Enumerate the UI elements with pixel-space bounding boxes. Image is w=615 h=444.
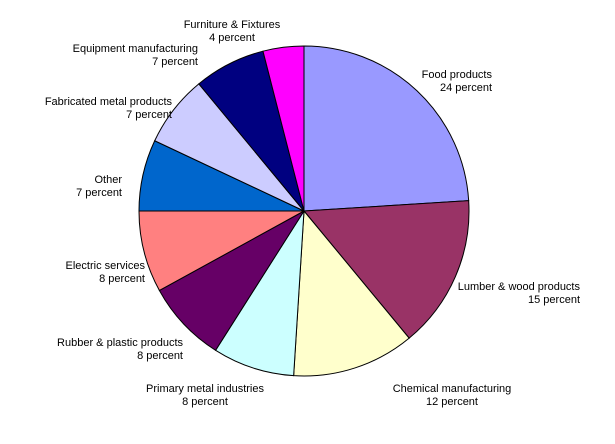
pie-slice-food-products xyxy=(303,45,470,212)
pie-slice-furniture-and-fixtures xyxy=(262,45,305,212)
slice-value-label: 8 percent xyxy=(99,273,145,285)
slice-label-electric-services: Electric services 8 percent xyxy=(66,260,146,285)
slice-value-label: 15 percent xyxy=(528,294,580,306)
pie-slice-chemical-manufacturing xyxy=(293,209,410,377)
slice-value-label: 7 percent xyxy=(152,56,198,68)
slice-category-label: Electric services xyxy=(66,260,146,272)
slice-label-primary-metal-industries: Primary metal industries 8 percent xyxy=(146,383,264,408)
slice-category-label: Chemical manufacturing xyxy=(393,383,512,395)
slice-value-label: 7 percent xyxy=(76,187,122,199)
slice-label-lumber-and-wood-products: Lumber & wood products 15 percent xyxy=(458,281,581,306)
slice-category-label: Fabricated metal products xyxy=(45,96,173,108)
slice-label-equipment-manufacturing: Equipment manufacturing 7 percent xyxy=(73,43,198,68)
slice-category-label: Food products xyxy=(422,69,493,81)
pie-slices xyxy=(138,45,470,377)
slice-category-label: Equipment manufacturing xyxy=(73,43,198,55)
slice-category-label: Furniture & Fixtures xyxy=(184,19,281,31)
slice-label-furniture-and-fixtures: Furniture & Fixtures 4 percent xyxy=(184,19,281,44)
slice-value-label: 4 percent xyxy=(209,32,255,44)
pie-slice-lumber-and-wood-products xyxy=(302,200,470,339)
pie-labels: Food products 24 percent Lumber & wood pro… xyxy=(45,19,581,408)
slice-label-other: Other 7 percent xyxy=(76,174,122,199)
slice-value-label: 7 percent xyxy=(126,109,172,121)
slice-category-label: Lumber & wood products xyxy=(458,281,581,293)
slice-value-label: 24 percent xyxy=(440,82,492,94)
slice-category-label: Rubber & plastic products xyxy=(57,337,183,349)
slice-value-label: 8 percent xyxy=(137,350,183,362)
slice-label-food-products: Food products 24 percent xyxy=(422,69,493,94)
slice-label-fabricated-metal-products: Fabricated metal products 7 percent xyxy=(45,96,173,121)
slice-label-rubber-and-plastic-products: Rubber & plastic products 8 percent xyxy=(57,337,183,362)
slice-category-label: Other xyxy=(94,174,122,186)
slice-value-label: 8 percent xyxy=(182,396,228,408)
slice-label-chemical-manufacturing: Chemical manufacturing 12 percent xyxy=(393,383,512,408)
slice-value-label: 12 percent xyxy=(426,396,478,408)
slice-category-label: Primary metal industries xyxy=(146,383,264,395)
